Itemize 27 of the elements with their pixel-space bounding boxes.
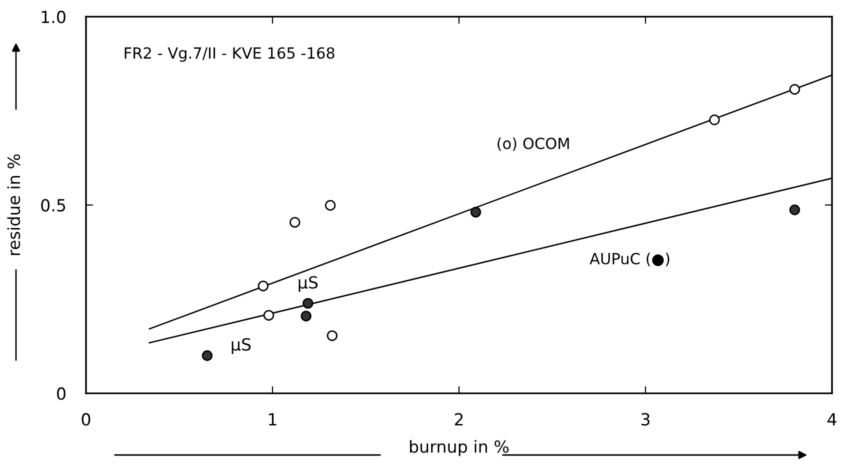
x-tick-label: 0 [82, 413, 90, 426]
annotation: AUPuC (●) [590, 252, 670, 266]
point [789, 84, 800, 95]
point [326, 330, 338, 342]
point [324, 200, 336, 211]
point [258, 280, 269, 292]
x-axis-title: burnup in % [410, 440, 509, 456]
point [263, 310, 274, 321]
annotation: μS [298, 276, 318, 292]
x-tick-label: 4 [828, 413, 836, 426]
annotation: FR2 - Vg.7/II - KVE 165 -168 [124, 47, 334, 62]
point [709, 114, 720, 126]
point [202, 350, 213, 361]
point [290, 216, 300, 228]
point [470, 206, 482, 218]
annotation: (o) OCOM [498, 137, 569, 151]
y-tick-label: 1.0 [42, 10, 66, 24]
x-tick-label: 3 [641, 413, 650, 426]
point [302, 298, 314, 309]
x-tick-label: 2 [454, 413, 463, 426]
y-axis-title: residue in % [7, 154, 20, 256]
y-tick-label: 0.5 [41, 198, 66, 212]
point [789, 204, 800, 216]
x-tick-label: 1 [269, 413, 276, 426]
point [300, 310, 312, 322]
y-tick-label: 0 [57, 387, 66, 400]
annotation: μS [232, 338, 251, 354]
